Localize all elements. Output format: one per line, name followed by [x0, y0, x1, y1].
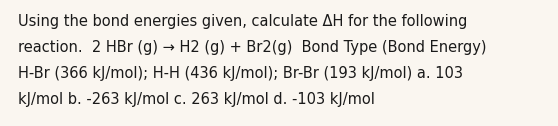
Text: reaction.  2 HBr (g) → H2 (g) + Br2(g)  Bond Type (Bond Energy): reaction. 2 HBr (g) → H2 (g) + Br2(g) Bo…	[18, 40, 487, 55]
Text: kJ/mol b. -263 kJ/mol c. 263 kJ/mol d. -103 kJ/mol: kJ/mol b. -263 kJ/mol c. 263 kJ/mol d. -…	[18, 92, 375, 107]
Text: H-Br (366 kJ/mol); H-H (436 kJ/mol); Br-Br (193 kJ/mol) a. 103: H-Br (366 kJ/mol); H-H (436 kJ/mol); Br-…	[18, 66, 463, 81]
Text: Using the bond energies given, calculate ΔH for the following: Using the bond energies given, calculate…	[18, 14, 468, 29]
